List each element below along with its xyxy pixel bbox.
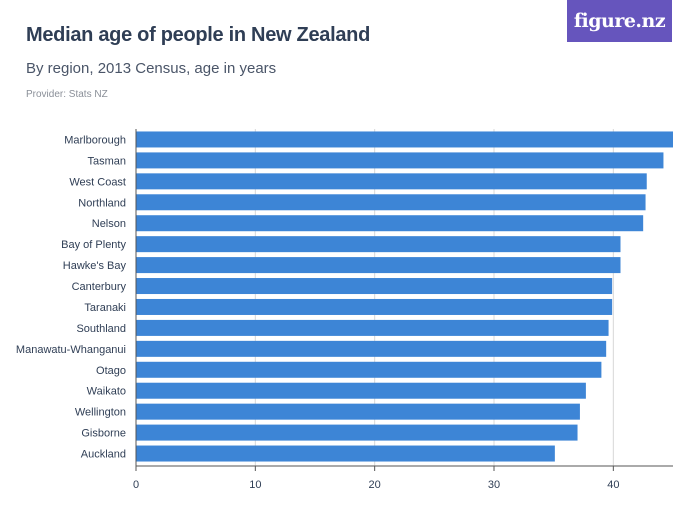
category-label: Taranaki	[84, 302, 126, 314]
bar	[136, 382, 586, 399]
x-tick-label: 0	[133, 479, 139, 491]
category-label: West Coast	[69, 176, 126, 188]
x-tick-label: 20	[369, 479, 381, 491]
bar	[136, 298, 613, 315]
chart-title: Median age of people in New Zealand	[26, 24, 371, 46]
category-label: Waikato	[87, 386, 126, 398]
bar	[136, 403, 580, 420]
category-label: Canterbury	[72, 281, 127, 293]
x-tick-label: 10	[249, 479, 261, 491]
bar	[136, 152, 664, 169]
bar	[136, 173, 647, 190]
bar	[136, 215, 644, 232]
category-label: Bay of Plenty	[61, 239, 126, 251]
bar	[136, 257, 621, 274]
bar	[136, 236, 621, 253]
category-label: Gisborne	[81, 428, 126, 440]
category-label: Northland	[78, 197, 126, 209]
category-label: Otago	[96, 365, 126, 377]
chart-subtitle: By region, 2013 Census, age in years	[26, 60, 277, 77]
category-label: Auckland	[81, 449, 126, 461]
bar	[136, 340, 607, 357]
x-tick-label: 40	[607, 479, 619, 491]
category-label: Wellington	[75, 407, 126, 419]
category-label: Marlborough	[64, 134, 126, 146]
bar	[136, 194, 646, 211]
bar	[136, 278, 613, 295]
figure-nz-logo[interactable]: figure.nz	[567, 0, 672, 42]
bar	[136, 361, 602, 378]
bar	[136, 424, 578, 441]
x-tick-label: 30	[488, 479, 500, 491]
bar	[136, 445, 555, 462]
bar	[136, 131, 673, 148]
category-label: Hawke's Bay	[63, 260, 127, 272]
category-label: Tasman	[87, 155, 126, 167]
category-label: Southland	[76, 323, 126, 335]
data-provider: Provider: Stats NZ	[26, 89, 108, 100]
category-label: Nelson	[92, 218, 126, 230]
bar	[136, 319, 609, 336]
category-label: Manawatu-Whanganui	[16, 344, 126, 356]
